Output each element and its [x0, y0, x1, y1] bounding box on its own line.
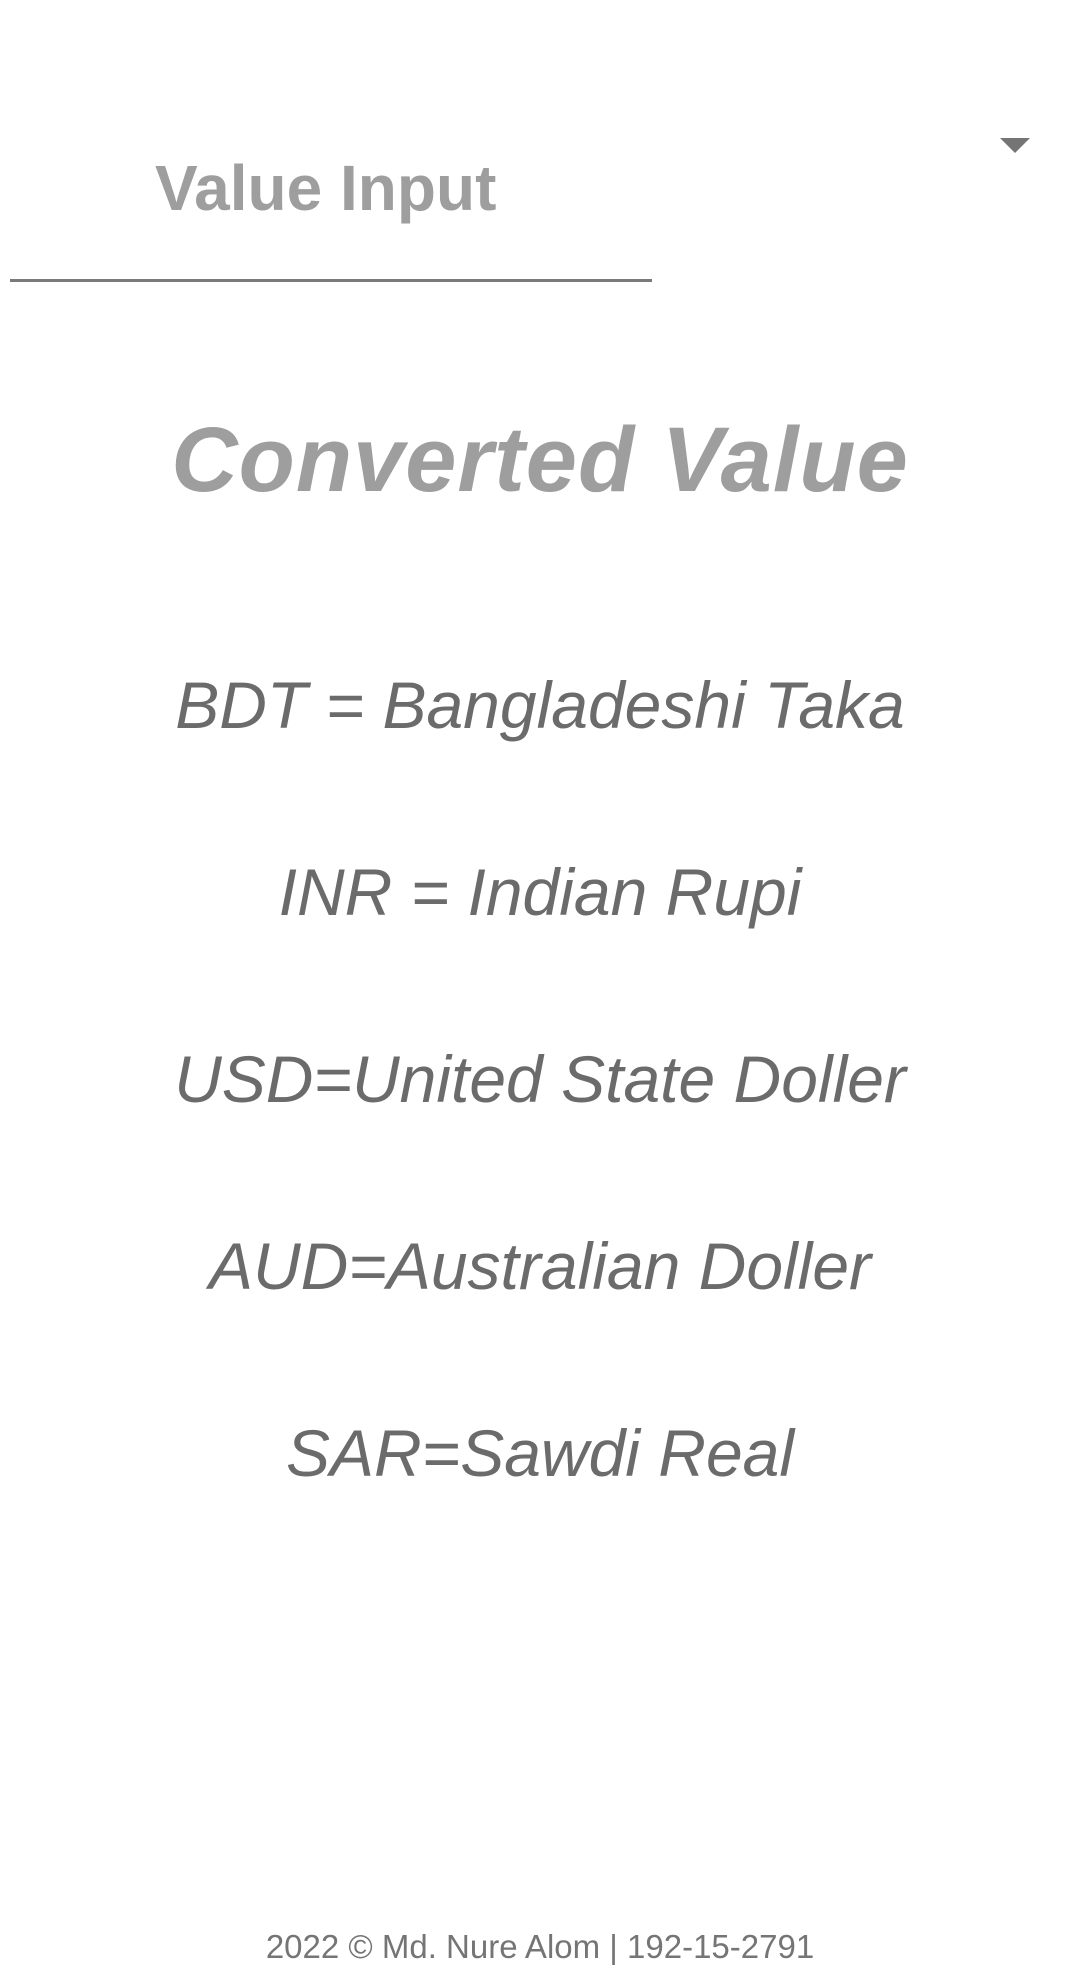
currency-legend-bdt: BDT = Bangladeshi Taka — [175, 668, 905, 742]
currency-legend-sar: SAR=Sawdi Real — [285, 1416, 795, 1490]
currency-legend-aud: AUD=Australian Doller — [208, 1229, 872, 1303]
currency-dropdown[interactable] — [960, 100, 1070, 190]
converted-value-heading: Converted Value — [171, 409, 909, 511]
currency-legend-usd: USD=United State Doller — [174, 1042, 906, 1116]
currency-legend-inr: INR = Indian Rupi — [278, 855, 802, 929]
value-input[interactable] — [10, 96, 652, 282]
value-input-row — [0, 0, 1080, 300]
caret-down-icon — [1000, 137, 1030, 153]
footer-credit: 2022 © Md. Nure Alom | 192-15-2791 — [265, 1928, 815, 1965]
